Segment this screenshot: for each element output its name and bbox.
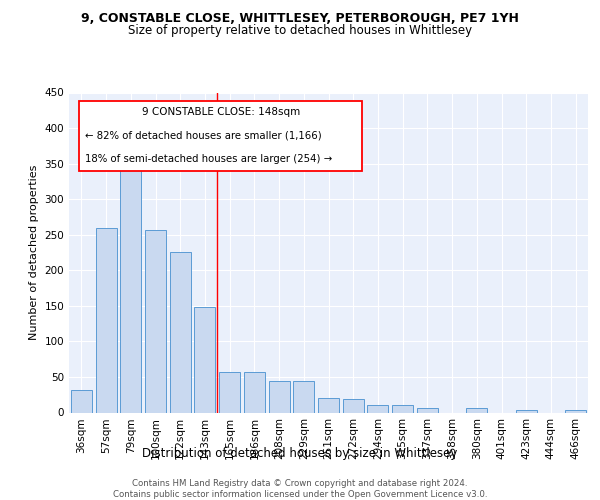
- Bar: [219, 372, 240, 412]
- Y-axis label: Number of detached properties: Number of detached properties: [29, 165, 39, 340]
- Bar: [269, 380, 290, 412]
- Bar: [120, 154, 141, 412]
- Bar: [392, 406, 413, 412]
- Bar: [417, 408, 438, 412]
- Bar: [466, 408, 487, 412]
- Bar: [367, 406, 388, 412]
- Text: ← 82% of detached houses are smaller (1,166): ← 82% of detached houses are smaller (1,…: [85, 130, 322, 140]
- Bar: [71, 390, 92, 412]
- Text: Size of property relative to detached houses in Whittlesey: Size of property relative to detached ho…: [128, 24, 472, 37]
- Bar: [293, 380, 314, 412]
- Bar: [343, 399, 364, 412]
- Bar: [516, 410, 537, 412]
- Text: Distribution of detached houses by size in Whittlesey: Distribution of detached houses by size …: [142, 448, 458, 460]
- Bar: [170, 252, 191, 412]
- Bar: [145, 230, 166, 412]
- Text: 18% of semi-detached houses are larger (254) →: 18% of semi-detached houses are larger (…: [85, 154, 332, 164]
- Text: 9 CONSTABLE CLOSE: 148sqm: 9 CONSTABLE CLOSE: 148sqm: [142, 107, 300, 117]
- Bar: [318, 398, 339, 412]
- Bar: [244, 372, 265, 412]
- Text: Contains HM Land Registry data © Crown copyright and database right 2024.: Contains HM Land Registry data © Crown c…: [132, 479, 468, 488]
- Bar: [95, 228, 116, 412]
- Bar: [565, 410, 586, 412]
- Text: Contains public sector information licensed under the Open Government Licence v3: Contains public sector information licen…: [113, 490, 487, 499]
- FancyBboxPatch shape: [79, 100, 362, 171]
- Bar: [194, 306, 215, 412]
- Text: 9, CONSTABLE CLOSE, WHITTLESEY, PETERBOROUGH, PE7 1YH: 9, CONSTABLE CLOSE, WHITTLESEY, PETERBOR…: [81, 12, 519, 26]
